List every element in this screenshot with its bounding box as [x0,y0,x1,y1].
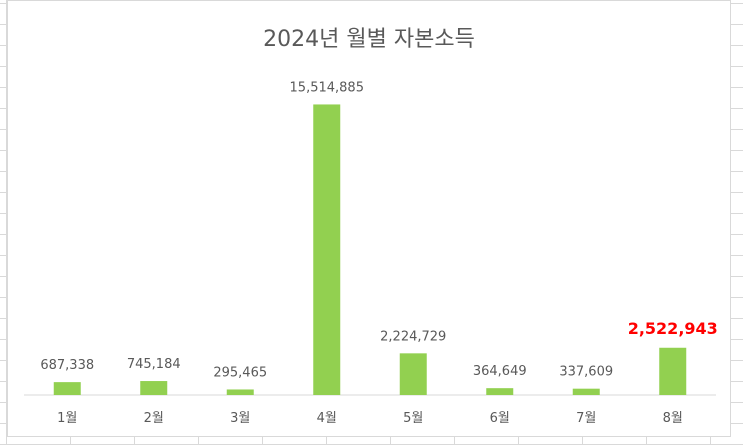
data-label-7: 337,609 [559,365,613,380]
data-label-3: 295,465 [213,365,267,380]
bar-7 [572,388,600,395]
category-label-2: 2월 [144,411,164,426]
chart-area: 2024년 월별 자본소득 687,338 1월 745,184 2월 295,465 3… [7,0,731,437]
bar-chart: 687,338 1월 745,184 2월 295,465 3월 15,514,885 4월 2… [24,80,718,426]
bar-6 [486,388,514,395]
data-label-4: 15,514,885 [290,80,364,95]
category-label-1: 1월 [57,411,77,426]
bar-4 [313,104,341,395]
category-label-5: 5월 [403,411,423,426]
data-label-2: 745,184 [127,357,181,372]
category-label-3: 3월 [230,411,250,426]
data-label-1: 687,338 [40,358,94,373]
category-label-6: 6월 [490,411,510,426]
bar-8 [659,347,687,395]
bar-2 [140,381,168,395]
chart-title: 2024년 월별 자본소득 [263,27,475,52]
data-label-6: 364,649 [473,364,527,379]
bar-1 [53,382,81,395]
category-label-8: 8월 [663,411,683,426]
bar-3 [226,389,254,395]
category-label-4: 4월 [317,411,337,426]
data-label-5: 2,224,729 [380,329,446,344]
data-label-8: 2,522,943 [628,319,718,338]
category-label-7: 7월 [576,411,596,426]
bar-5 [399,353,427,395]
